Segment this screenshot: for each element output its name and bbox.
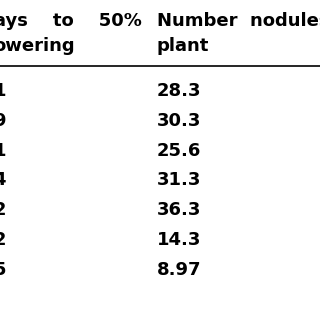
Text: 31.3: 31.3	[157, 172, 201, 189]
Text: 1: 1	[0, 142, 6, 160]
Text: ays    to    50%: ays to 50%	[0, 12, 141, 30]
Text: 8.97: 8.97	[157, 261, 201, 279]
Text: plant: plant	[157, 37, 209, 55]
Text: 2: 2	[0, 201, 6, 219]
Text: 28.3: 28.3	[157, 82, 201, 100]
Text: 36.3: 36.3	[157, 201, 201, 219]
Text: 2: 2	[0, 231, 6, 249]
Text: 4: 4	[0, 172, 6, 189]
Text: Number  nodules: Number nodules	[157, 12, 320, 30]
Text: 30.3: 30.3	[157, 112, 201, 130]
Text: 14.3: 14.3	[157, 231, 201, 249]
Text: 9: 9	[0, 112, 6, 130]
Text: 25.6: 25.6	[157, 142, 201, 160]
Text: owering: owering	[0, 37, 75, 55]
Text: 5: 5	[0, 261, 6, 279]
Text: 1: 1	[0, 82, 6, 100]
